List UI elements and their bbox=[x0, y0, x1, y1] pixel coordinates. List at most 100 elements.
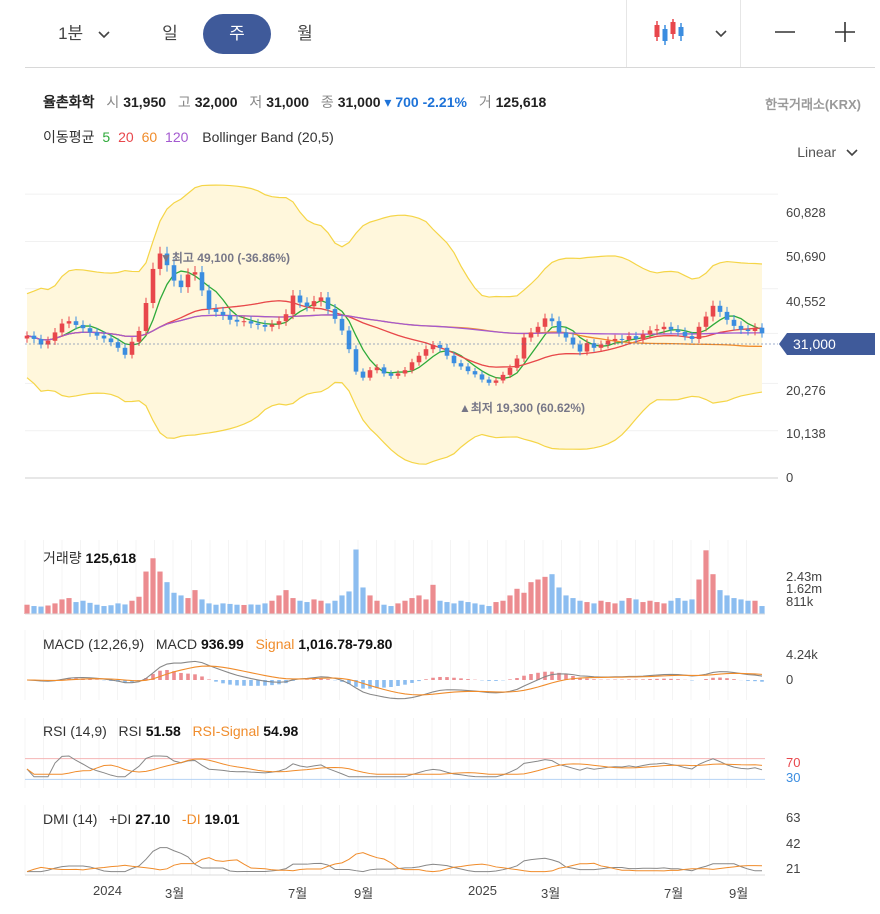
macd-histogram-bar bbox=[326, 679, 330, 680]
macd-value: 936.99 bbox=[200, 636, 244, 652]
volume-bar bbox=[108, 605, 114, 614]
volume-bar bbox=[647, 600, 653, 614]
candle-body bbox=[689, 336, 695, 339]
candle-body bbox=[577, 344, 583, 352]
macd-histogram-bar bbox=[655, 678, 659, 680]
macd-histogram-bar bbox=[207, 679, 211, 680]
candle-body bbox=[220, 311, 226, 316]
macd-histogram-bar bbox=[641, 679, 645, 680]
volume-bar bbox=[472, 603, 478, 614]
volume-bar bbox=[227, 603, 233, 614]
high-value: 32,000 bbox=[194, 94, 238, 110]
change-value: ▾ 700 -2.21% bbox=[384, 94, 467, 110]
macd-histogram-bar bbox=[88, 679, 92, 680]
macd-histogram-bar bbox=[452, 677, 456, 680]
minus-icon bbox=[774, 21, 796, 48]
volume-bar bbox=[80, 600, 86, 614]
macd-histogram-bar bbox=[466, 679, 470, 680]
low-value: 31,000 bbox=[266, 94, 310, 110]
volume-bar bbox=[731, 598, 737, 614]
chart-type-button[interactable] bbox=[640, 14, 740, 54]
candle-body bbox=[80, 324, 86, 329]
zoom-out-button[interactable] bbox=[765, 14, 805, 54]
volume-bar bbox=[689, 599, 695, 614]
tab-month[interactable]: 월 bbox=[297, 24, 313, 43]
volume-bar bbox=[556, 587, 562, 614]
volume-bar bbox=[423, 599, 429, 614]
volume-axis-label: 2.43m bbox=[786, 569, 823, 584]
volume-bar bbox=[388, 606, 394, 614]
macd-histogram-bar bbox=[487, 680, 491, 681]
candle-body bbox=[318, 297, 324, 302]
volume-bar bbox=[507, 595, 513, 614]
dmi-minus-line bbox=[26, 852, 763, 873]
pdi-label: +DI bbox=[109, 811, 132, 827]
volume-bar bbox=[535, 579, 541, 614]
volume-bar bbox=[115, 603, 121, 614]
timeframe-toolbar: 1분 일 주 월 bbox=[0, 0, 880, 68]
rsi-axis-label: 30 bbox=[786, 770, 801, 785]
volume-axis-label: 1.62m bbox=[786, 581, 823, 596]
macd-histogram-bar bbox=[382, 680, 386, 688]
ma-120: 120 bbox=[165, 129, 189, 145]
volume-bar bbox=[94, 604, 100, 614]
x-axis-label: 3월 bbox=[165, 886, 185, 901]
volume-bar bbox=[45, 605, 51, 614]
macd-histogram-bar bbox=[431, 677, 435, 680]
tab-day[interactable]: 일 bbox=[162, 24, 178, 43]
candle-body bbox=[38, 338, 44, 345]
volume-bar bbox=[549, 574, 555, 614]
volume-bar bbox=[143, 571, 149, 614]
macd-histogram-bar bbox=[571, 675, 575, 680]
candle-body bbox=[388, 373, 394, 376]
candle-body bbox=[556, 321, 562, 333]
candle-body bbox=[724, 311, 730, 320]
candle-body bbox=[542, 318, 548, 327]
candle-body bbox=[409, 362, 415, 371]
mdi-label: -DI bbox=[181, 811, 201, 827]
volume-bar bbox=[192, 590, 198, 614]
candle-body bbox=[717, 305, 723, 312]
indicator-legend[interactable]: 이동평균 5 20 60 120 Bollinger Band (20,5) bbox=[43, 127, 338, 147]
candle-body bbox=[234, 319, 240, 322]
volume-bar bbox=[521, 592, 527, 614]
plus-icon bbox=[834, 21, 856, 48]
volume-bar bbox=[31, 606, 37, 614]
macd-histogram-bar bbox=[564, 674, 568, 680]
pdi-value: 27.10 bbox=[135, 811, 171, 827]
zoom-in-button[interactable] bbox=[825, 14, 865, 54]
scale-selector[interactable]: Linear bbox=[797, 144, 858, 160]
candle-body bbox=[290, 295, 296, 315]
volume-bar bbox=[514, 588, 520, 614]
volume-title: 거래량 bbox=[43, 550, 82, 566]
low-annotation: ▲최저 19,300 (60.62%) bbox=[459, 401, 586, 415]
volume-bar bbox=[129, 600, 135, 614]
stock-name: 율촌화학 bbox=[43, 94, 95, 110]
volume-bar bbox=[577, 600, 583, 614]
macd-histogram-bar bbox=[256, 680, 260, 686]
macd-histogram-bar bbox=[200, 676, 204, 680]
price-axis-label: 50,690 bbox=[786, 249, 826, 264]
candle-body bbox=[423, 349, 429, 356]
tab-week[interactable]: 주 bbox=[203, 14, 271, 54]
macd-histogram-bar bbox=[585, 678, 589, 680]
volume-bar bbox=[276, 595, 282, 614]
volume-bar bbox=[500, 600, 506, 614]
candle-body bbox=[626, 336, 632, 340]
candle-body bbox=[472, 371, 478, 375]
candle-body bbox=[332, 309, 338, 319]
open-value: 31,950 bbox=[123, 94, 167, 110]
price-axis-label: 40,552 bbox=[786, 294, 826, 309]
volume-bar bbox=[703, 550, 709, 614]
macd-histogram-bar bbox=[214, 680, 218, 682]
macd-panel-title: MACD (12,26,9) MACD 936.99 Signal 1,016.… bbox=[43, 636, 392, 652]
candle-body bbox=[297, 295, 303, 303]
volume-bar bbox=[381, 604, 387, 614]
tab-1min[interactable]: 1분 bbox=[48, 14, 120, 54]
macd-histogram-bar bbox=[725, 678, 729, 680]
volume-bar bbox=[59, 599, 65, 614]
candle-body bbox=[521, 337, 527, 359]
open-label: 시 bbox=[106, 94, 120, 110]
candle-body bbox=[276, 321, 282, 325]
